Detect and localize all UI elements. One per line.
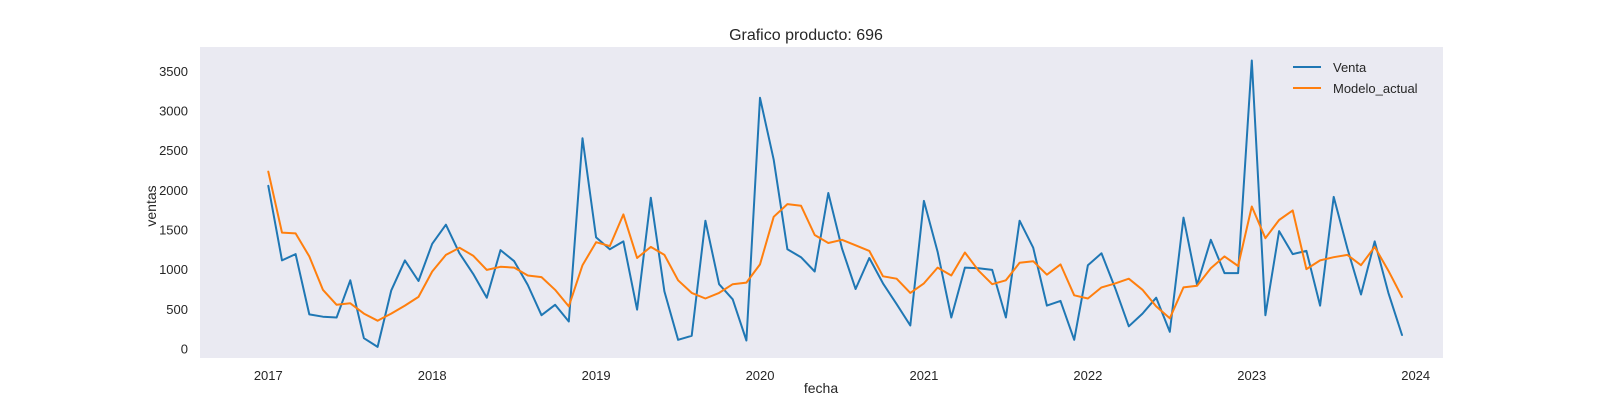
x-axis-label: fecha: [804, 380, 838, 396]
y-tick-label: 500: [166, 302, 188, 317]
x-tick-label: 2023: [1237, 368, 1266, 383]
y-tick-label: 1500: [159, 222, 188, 237]
y-tick-label: 3000: [159, 103, 188, 118]
x-tick-label: 2024: [1401, 368, 1430, 383]
x-tick-label: 2022: [1073, 368, 1102, 383]
x-axis-ticks: 2017 2018 2019 2020 2021 2022 2023 2024: [254, 368, 1430, 383]
x-tick-label: 2018: [418, 368, 447, 383]
chart-title: Grafico producto: 696: [729, 27, 883, 44]
x-tick-label: 2017: [254, 368, 283, 383]
legend-label-modelo-actual: Modelo_actual: [1333, 81, 1418, 96]
x-tick-label: 2021: [909, 368, 938, 383]
legend-label-venta: Venta: [1333, 60, 1367, 75]
legend: Venta Modelo_actual: [1293, 60, 1418, 96]
series-layer: [267, 59, 1403, 348]
y-tick-label: 2000: [159, 183, 188, 198]
plot-area: [200, 47, 1443, 358]
y-axis-ticks: 0 500 1000 1500 2000 2500 3000 3500: [159, 64, 188, 357]
x-tick-label: 2020: [746, 368, 775, 383]
series-line-modelo-actual: [267, 170, 1403, 322]
y-tick-label: 1000: [159, 262, 188, 277]
y-tick-label: 2500: [159, 143, 188, 158]
x-tick-label: 2019: [582, 368, 611, 383]
y-tick-label: 0: [181, 341, 188, 356]
y-axis-label: ventas: [143, 185, 159, 226]
y-tick-label: 3500: [159, 64, 188, 79]
